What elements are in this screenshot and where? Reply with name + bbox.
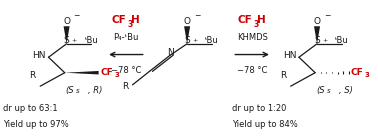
Text: +: + xyxy=(322,38,327,43)
Text: R: R xyxy=(122,82,129,91)
Text: 3: 3 xyxy=(127,20,132,29)
Text: , S): , S) xyxy=(339,86,353,95)
Text: dr up to 63:1: dr up to 63:1 xyxy=(3,104,57,113)
Text: O: O xyxy=(63,17,70,26)
Text: HN: HN xyxy=(283,51,296,60)
Text: −: − xyxy=(194,11,200,20)
Text: CF: CF xyxy=(237,15,252,25)
Text: (S: (S xyxy=(65,86,74,95)
Polygon shape xyxy=(184,26,190,44)
Text: −78 °C: −78 °C xyxy=(111,66,141,75)
Text: R: R xyxy=(280,71,286,80)
Polygon shape xyxy=(64,26,70,44)
Text: 3: 3 xyxy=(364,72,369,78)
Text: O: O xyxy=(313,17,321,26)
Text: Yield up to 97%: Yield up to 97% xyxy=(3,120,68,129)
Text: KHMDS: KHMDS xyxy=(237,33,268,41)
Text: s: s xyxy=(76,88,80,94)
Text: S: S xyxy=(314,36,320,45)
Text: N: N xyxy=(167,48,174,57)
Text: −78 °C: −78 °C xyxy=(237,66,268,75)
Polygon shape xyxy=(65,71,99,75)
Text: s: s xyxy=(327,88,330,94)
Text: R: R xyxy=(29,71,36,80)
Text: −: − xyxy=(324,11,330,20)
Text: 3: 3 xyxy=(253,20,259,29)
Text: P₄-ᵗBu: P₄-ᵗBu xyxy=(113,33,139,41)
Text: ᵗBu: ᵗBu xyxy=(205,36,219,45)
Polygon shape xyxy=(314,26,320,44)
Text: O: O xyxy=(184,17,191,26)
Text: , R): , R) xyxy=(88,86,103,95)
Text: ᵗBu: ᵗBu xyxy=(85,36,98,45)
Text: Yield up to 84%: Yield up to 84% xyxy=(232,120,298,129)
Text: 3: 3 xyxy=(114,72,119,78)
Text: HN: HN xyxy=(33,51,46,60)
Text: S: S xyxy=(184,36,190,45)
Text: dr up to 1:20: dr up to 1:20 xyxy=(232,104,287,113)
Text: (S: (S xyxy=(316,86,325,95)
Text: +: + xyxy=(192,38,197,43)
Text: −: − xyxy=(73,11,80,20)
Text: +: + xyxy=(71,38,77,43)
Text: H: H xyxy=(131,15,139,25)
Text: CF: CF xyxy=(351,68,364,77)
Text: ᵗBu: ᵗBu xyxy=(335,36,349,45)
Text: CF: CF xyxy=(112,15,126,25)
Text: CF: CF xyxy=(101,68,113,77)
Text: H: H xyxy=(257,15,265,25)
Text: S: S xyxy=(64,36,70,45)
